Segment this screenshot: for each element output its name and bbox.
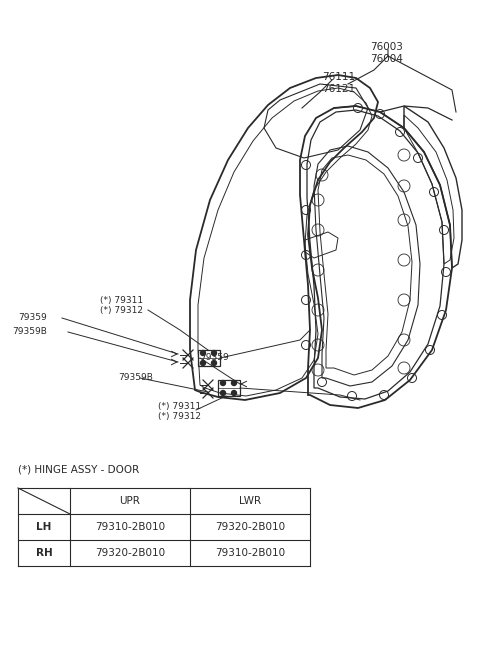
Text: LH: LH — [36, 522, 52, 532]
Circle shape — [201, 350, 205, 356]
Circle shape — [212, 360, 216, 365]
Circle shape — [231, 381, 237, 386]
Bar — [198, 350, 220, 366]
Text: LWR: LWR — [239, 496, 261, 506]
Text: 76003
76004: 76003 76004 — [370, 42, 403, 64]
Text: 79320-2B010: 79320-2B010 — [95, 548, 165, 558]
Bar — [218, 380, 240, 396]
Text: 79320-2B010: 79320-2B010 — [215, 522, 285, 532]
Text: 79359B: 79359B — [12, 328, 47, 337]
Circle shape — [220, 381, 226, 386]
Text: 79310-2B010: 79310-2B010 — [95, 522, 165, 532]
Text: (*) 79311
(*) 79312: (*) 79311 (*) 79312 — [100, 296, 143, 316]
Text: 76111
76121: 76111 76121 — [322, 72, 355, 94]
Text: RH: RH — [36, 548, 52, 558]
Text: (*) 79311
(*) 79312: (*) 79311 (*) 79312 — [158, 402, 201, 421]
Text: 79310-2B010: 79310-2B010 — [215, 548, 285, 558]
Circle shape — [220, 390, 226, 396]
Text: UPR: UPR — [120, 496, 141, 506]
Text: 79359B: 79359B — [118, 373, 153, 383]
Text: 79359: 79359 — [200, 354, 229, 362]
Circle shape — [231, 390, 237, 396]
Text: (*) HINGE ASSY - DOOR: (*) HINGE ASSY - DOOR — [18, 464, 139, 474]
Circle shape — [212, 350, 216, 356]
Circle shape — [201, 360, 205, 365]
Text: 79359: 79359 — [18, 314, 47, 322]
